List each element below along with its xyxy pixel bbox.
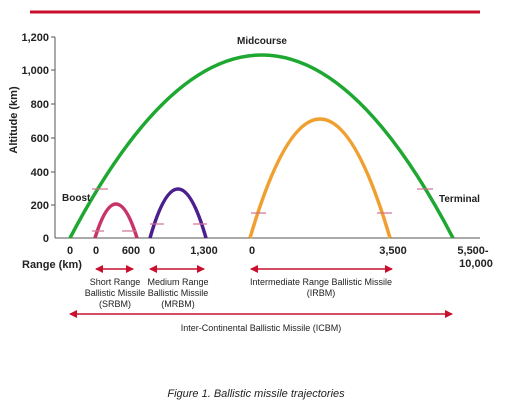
boost-label: Boost [62, 193, 91, 204]
srbm-trajectory [93, 202, 139, 239]
midcourse-label: Midcourse [237, 36, 287, 47]
x-tick-label: 600 [122, 245, 140, 257]
y-tick-label: 0 [43, 233, 49, 245]
irbm-label-line1: Intermediate Range Ballistic Missile [250, 277, 392, 287]
x-tick-label: 3,500 [379, 245, 407, 257]
x-tick-label: 1,300 [190, 245, 218, 257]
x-tick-label: 0 [67, 245, 73, 257]
y-tick-label: 800 [31, 99, 49, 111]
x-tick-label: 0 [93, 245, 99, 257]
irbm-trajectory [248, 117, 392, 239]
srbm-label-line3: (SRBM) [99, 299, 131, 309]
phase-markers [92, 188, 433, 232]
x-tick-label: 0 [249, 245, 255, 257]
x-axis-title: Range (km) [22, 259, 82, 271]
y-ticks [51, 36, 55, 206]
x-tick-label: 5,500- [457, 245, 489, 257]
terminal-label: Terminal [439, 194, 480, 205]
y-tick-label: 1,200 [21, 32, 49, 44]
x-tick-label: 10,000 [459, 258, 493, 270]
mrbm-label-line3: (MRBM) [161, 299, 195, 309]
mrbm-trajectory [148, 187, 208, 239]
y-tick-label: 1,000 [21, 65, 49, 77]
srbm-label-line1: Short Range [90, 277, 141, 287]
y-axis-title: Altitude (km) [8, 86, 20, 154]
y-tick-label: 600 [31, 133, 49, 145]
icbm-label: Inter-Continental Ballistic Missile (ICB… [181, 323, 342, 333]
mrbm-label-line2: Ballistic Missile [148, 288, 209, 298]
srbm-label-line2: Ballistic Missile [85, 288, 146, 298]
x-tick-label: 0 [149, 245, 155, 257]
irbm-label-line2: (IRBM) [307, 288, 336, 298]
figure-caption: Figure 1. Ballistic missile trajectories [167, 388, 345, 400]
mrbm-label-line1: Medium Range [147, 277, 208, 287]
y-tick-label: 200 [31, 200, 49, 212]
icbm-trajectory [68, 53, 455, 239]
y-tick-label: 400 [31, 167, 49, 179]
